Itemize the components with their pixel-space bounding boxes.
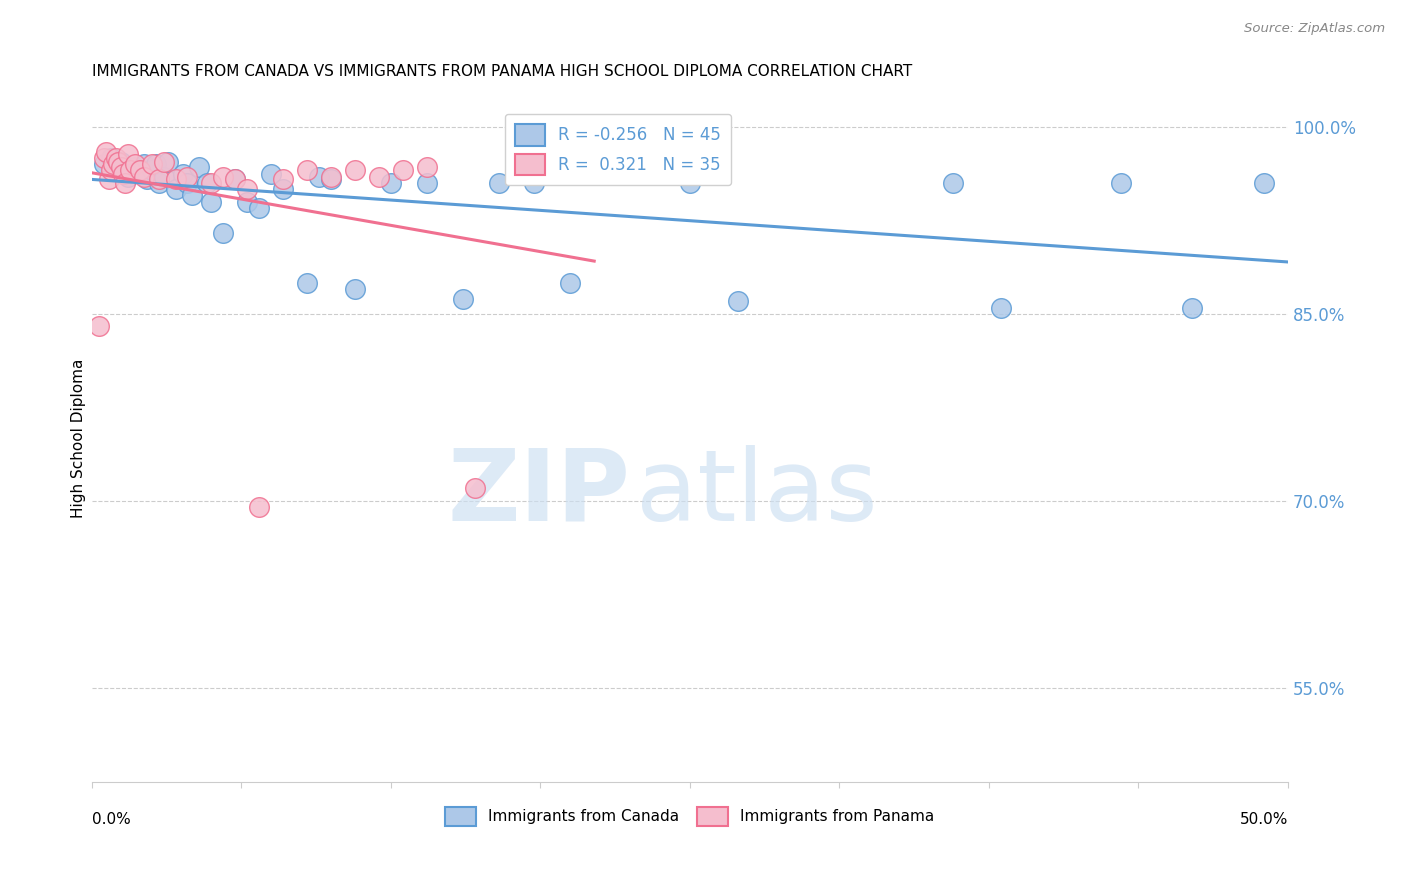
Point: [152, 154, 174, 169]
Point: [236, 182, 259, 196]
Point: [523, 176, 546, 190]
Point: [100, 163, 122, 178]
Text: Source: ZipAtlas.com: Source: ZipAtlas.com: [1244, 22, 1385, 36]
Point: [200, 194, 222, 209]
Point: [295, 276, 318, 290]
Point: [176, 169, 198, 184]
Point: [165, 182, 187, 196]
Point: [103, 157, 125, 171]
Point: [212, 169, 235, 184]
Point: [195, 176, 218, 190]
Point: [97, 172, 120, 186]
Point: [120, 163, 142, 178]
Point: [200, 176, 222, 190]
Point: [990, 301, 1012, 315]
Point: [464, 482, 486, 496]
Point: [152, 169, 174, 184]
Point: [679, 176, 702, 190]
Point: [145, 157, 167, 171]
Point: [416, 160, 439, 174]
Point: [488, 176, 510, 190]
Point: [124, 160, 146, 174]
Point: [148, 176, 170, 190]
Point: [560, 276, 582, 290]
Point: [212, 226, 235, 240]
Point: [224, 172, 246, 186]
Point: [727, 294, 749, 309]
Point: [367, 169, 389, 184]
Point: [319, 172, 342, 186]
Point: [236, 194, 259, 209]
Point: [271, 172, 294, 186]
Point: [100, 151, 122, 165]
Point: [247, 500, 270, 515]
Y-axis label: High School Diploma: High School Diploma: [72, 359, 86, 518]
Point: [260, 167, 283, 181]
Point: [451, 292, 474, 306]
Point: [1253, 176, 1275, 190]
Point: [124, 157, 146, 171]
Point: [114, 176, 136, 190]
Point: [1181, 301, 1204, 315]
Text: IMMIGRANTS FROM CANADA VS IMMIGRANTS FROM PANAMA HIGH SCHOOL DIPLOMA CORRELATION: IMMIGRANTS FROM CANADA VS IMMIGRANTS FRO…: [91, 64, 912, 79]
Point: [391, 163, 413, 178]
Point: [94, 145, 117, 159]
Point: [141, 157, 163, 171]
Point: [134, 169, 156, 184]
Point: [110, 154, 132, 169]
Point: [165, 172, 187, 186]
Point: [380, 176, 402, 190]
Point: [128, 166, 150, 180]
Text: 0.0%: 0.0%: [91, 813, 131, 827]
Point: [93, 151, 115, 165]
Point: [343, 282, 366, 296]
Point: [104, 160, 127, 174]
Point: [295, 163, 318, 178]
Point: [1109, 176, 1132, 190]
Text: ZIP: ZIP: [447, 445, 630, 542]
Point: [343, 163, 366, 178]
Point: [141, 163, 163, 178]
Point: [120, 163, 142, 178]
Point: [111, 167, 134, 181]
Point: [93, 157, 115, 171]
Point: [172, 167, 194, 181]
Point: [176, 176, 198, 190]
Point: [117, 169, 139, 184]
Point: [87, 319, 110, 334]
Text: atlas: atlas: [636, 445, 877, 542]
Text: 50.0%: 50.0%: [1240, 813, 1288, 827]
Point: [148, 172, 170, 186]
Point: [107, 154, 129, 169]
Point: [128, 163, 150, 178]
Point: [308, 169, 330, 184]
Point: [188, 160, 211, 174]
Legend: Immigrants from Canada, Immigrants from Panama: Immigrants from Canada, Immigrants from …: [439, 800, 941, 832]
Point: [416, 176, 439, 190]
Point: [157, 154, 180, 169]
Point: [319, 169, 342, 184]
Point: [181, 188, 204, 202]
Point: [117, 147, 139, 161]
Point: [271, 182, 294, 196]
Point: [224, 172, 246, 186]
Point: [942, 176, 965, 190]
Point: [134, 157, 156, 171]
Point: [135, 172, 157, 186]
Point: [560, 166, 582, 180]
Point: [247, 201, 270, 215]
Point: [104, 151, 127, 165]
Point: [110, 160, 132, 174]
